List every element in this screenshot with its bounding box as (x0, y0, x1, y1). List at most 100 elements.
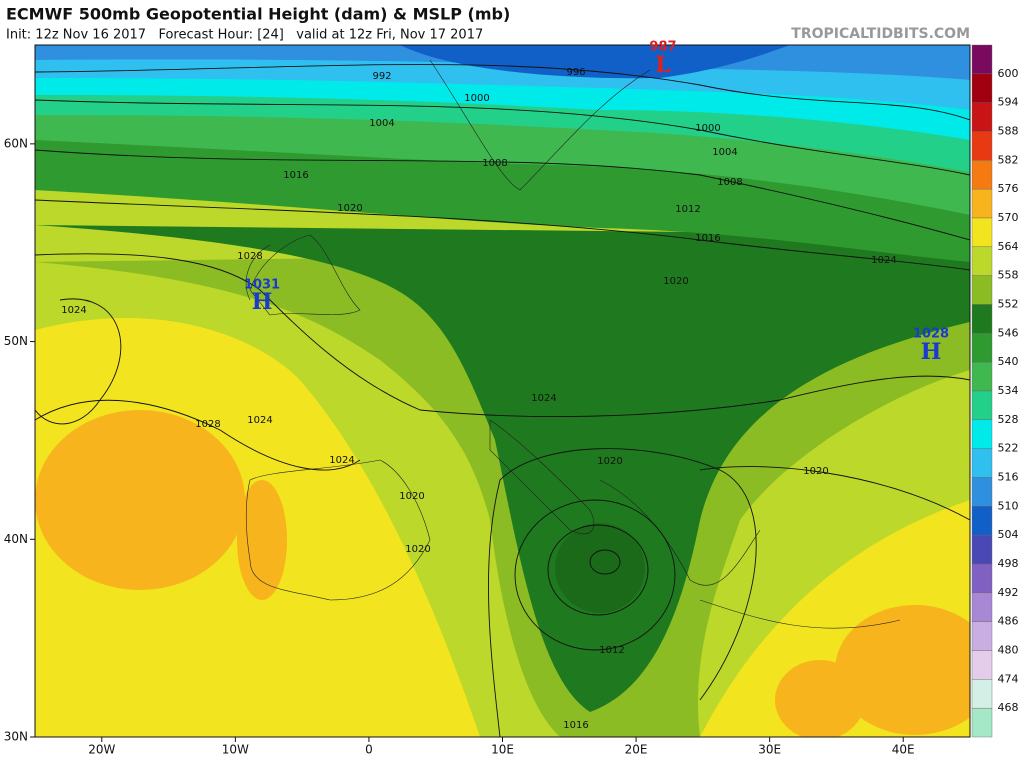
shade (835, 605, 970, 735)
isobar-label: 1024 (61, 305, 86, 316)
shade (555, 523, 645, 613)
y-tick-label: 50N (4, 334, 28, 348)
colorbar-label: 510 (998, 499, 1019, 512)
isobar-label: 1000 (464, 93, 489, 104)
center-value: 987 (649, 40, 676, 55)
colorbar-box (971, 419, 993, 449)
colorbar-label: 600 (998, 67, 1019, 80)
isobar-label: 1008 (717, 177, 742, 188)
isobar (35, 298, 122, 425)
isobar-label: 1004 (369, 118, 394, 129)
isobar (35, 64, 970, 121)
x-tick-label: 20E (625, 743, 648, 757)
colorbar-label: 474 (998, 672, 1019, 685)
colorbar-box (971, 707, 993, 738)
colorbar-label: 528 (998, 413, 1019, 426)
isobar (547, 524, 649, 616)
title: ECMWF 500mb Geopotential Height (dam) & … (6, 5, 510, 24)
isobar-labels: 992 996 1000 1004 1008 1016 1020 1028 10… (61, 67, 896, 731)
y-tick-label: 60N (4, 136, 28, 150)
center-letter: H (252, 289, 273, 315)
center-letter: L (655, 52, 670, 78)
isobar-label: 1016 (283, 170, 308, 181)
colorbar-box (971, 477, 993, 507)
colorbar-label: 480 (998, 644, 1019, 657)
colorbar-box (971, 246, 993, 276)
colorbar-box (971, 448, 993, 478)
map-area (35, 45, 970, 737)
colorbar-label: 486 (998, 615, 1019, 628)
isobar (35, 199, 970, 271)
colorbar-label: 516 (998, 471, 1019, 484)
shade (35, 225, 970, 712)
x-tick-label: 40E (892, 743, 915, 757)
isobar-label: 1020 (399, 491, 424, 502)
isobar-label: 1016 (563, 720, 588, 731)
isobar-label: 1020 (663, 276, 688, 287)
colorbar-label: 522 (998, 442, 1019, 455)
subtitle: Init: 12z Nov 16 2017 Forecast Hour: [24… (6, 28, 483, 43)
colorbar-box (971, 679, 993, 709)
shade (775, 660, 865, 737)
colorbar-box (971, 304, 993, 334)
colorbar-box (971, 131, 993, 161)
isobar (35, 253, 970, 418)
colorbar-box (971, 563, 993, 594)
isobar-label: 1020 (803, 466, 828, 477)
colorbar-box (971, 217, 993, 248)
colorbar-label: 582 (998, 153, 1019, 166)
isobar (514, 499, 676, 651)
colorbar-label: 540 (998, 355, 1019, 368)
pressure-centers: 987 L 1031 H 1028 H (244, 40, 949, 366)
isobar (35, 99, 970, 176)
colorbar-box (971, 275, 993, 305)
shade (35, 410, 245, 590)
colorbar-box (971, 361, 993, 392)
isobar-label: 1024 (329, 455, 354, 466)
colorbar-label: 534 (998, 384, 1019, 397)
isobar-label: 1020 (405, 544, 430, 555)
shade (237, 480, 287, 600)
isobar-label: 992 (372, 71, 391, 82)
isobar-label: 1012 (599, 645, 624, 656)
isobar (35, 399, 361, 471)
site-name: TROPICALTIDBITS.COM (791, 26, 970, 42)
x-tick-label: 10W (222, 743, 249, 757)
colorbar-label: 564 (998, 240, 1019, 253)
x-tick-label: 0 (365, 743, 373, 757)
colorbar-label: 570 (998, 211, 1019, 224)
colorbar-box (971, 534, 993, 565)
isobar-label: 1028 (237, 251, 262, 262)
colorbar-label: 468 (998, 701, 1019, 714)
center-value: 1031 (244, 278, 280, 293)
isobar (488, 448, 757, 737)
isobar-label: 1008 (482, 158, 507, 169)
colorbar-label: 552 (998, 298, 1019, 311)
isobar-label: 1024 (871, 255, 896, 266)
shade (400, 45, 790, 79)
isobar-label: 1000 (695, 123, 720, 134)
isobar-label: 1016 (695, 233, 720, 244)
coastline (245, 234, 361, 316)
isobar (35, 149, 970, 241)
colorbar-label: 546 (998, 326, 1019, 339)
colorbar-label: 576 (998, 182, 1019, 195)
coastline (599, 479, 901, 629)
y-tick-label: 40N (4, 532, 28, 546)
colorbar-label: 558 (998, 269, 1019, 282)
colorbar-label: 588 (998, 125, 1019, 138)
isobar (589, 549, 621, 575)
coastline (429, 59, 651, 535)
isobar-label: 1028 (195, 419, 220, 430)
colorbar-box (971, 102, 993, 132)
center-value: 1028 (913, 327, 949, 342)
colorbar-box (971, 650, 993, 680)
colorbar-label: 498 (998, 557, 1019, 570)
isobar-label: 1024 (247, 415, 272, 426)
colorbar-box (971, 333, 993, 363)
isobar-label: 1020 (597, 456, 622, 467)
isobar-label: 1020 (337, 203, 362, 214)
center-letter: H (921, 339, 942, 365)
y-tick-label: 30N (4, 730, 28, 744)
